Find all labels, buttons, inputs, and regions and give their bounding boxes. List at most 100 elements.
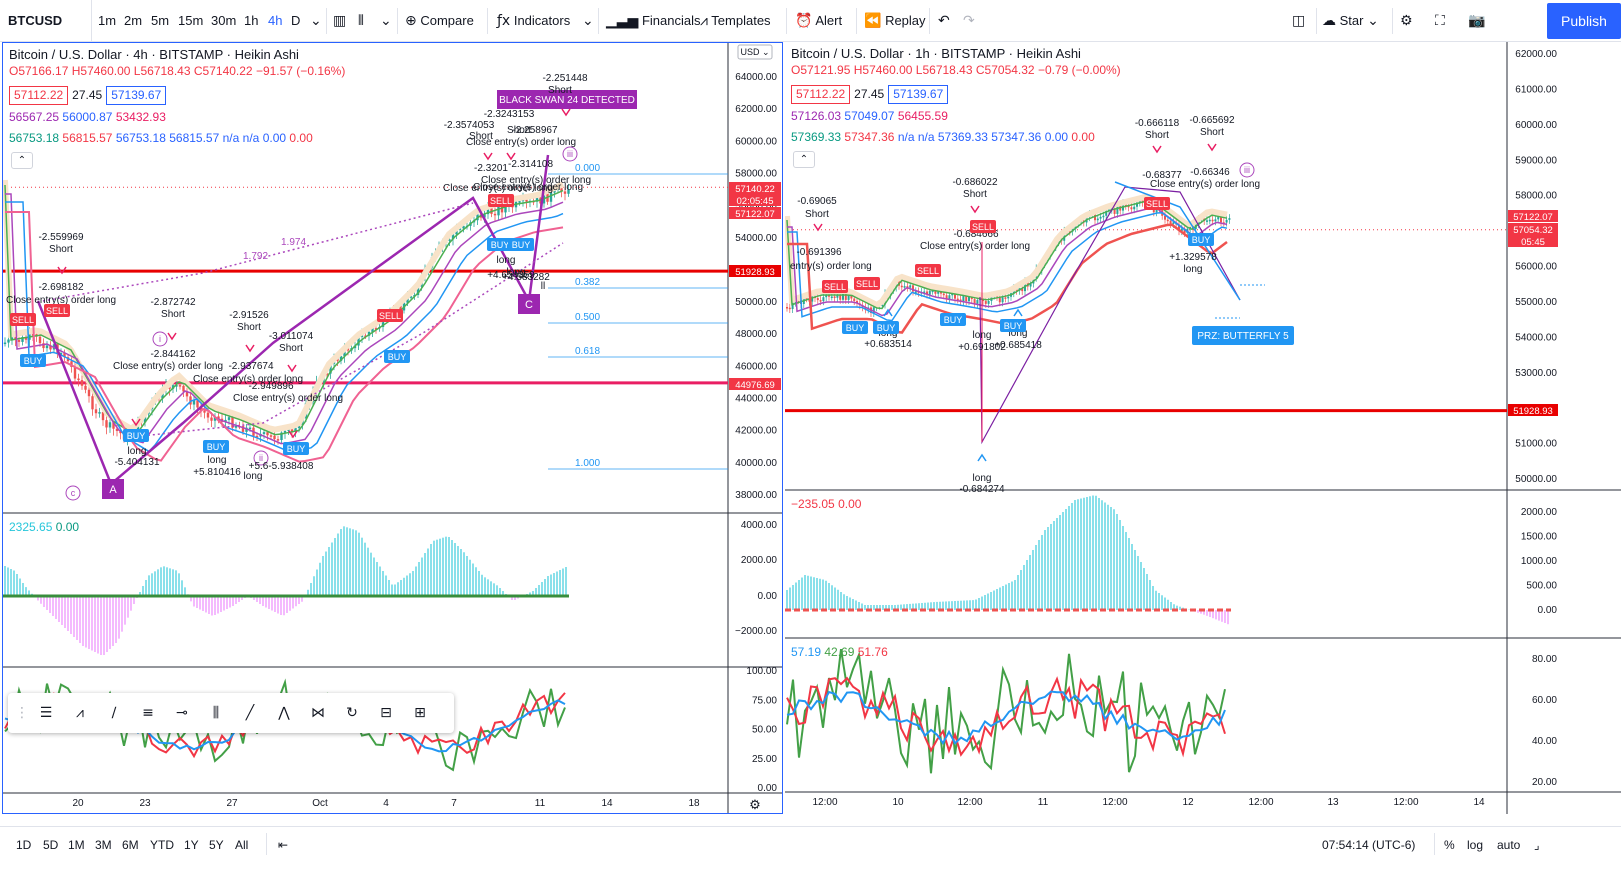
range-5d[interactable]: 5D: [43, 838, 59, 852]
layout-icon[interactable]: ◫: [1292, 13, 1306, 29]
symbol-search[interactable]: BTCUSD: [0, 0, 92, 42]
candle-body: [900, 285, 903, 288]
auto-scale-toggle[interactable]: auto: [1497, 838, 1521, 852]
measure-icon[interactable]: ⊞: [414, 705, 426, 721]
interval-30m[interactable]: 30m: [211, 13, 237, 28]
interval-4h[interactable]: 4h: [268, 13, 283, 28]
scale-corner-icon[interactable]: ⌟: [1534, 838, 1540, 852]
strategy-annotation: -0.684274: [959, 484, 1004, 495]
candle-body: [1206, 220, 1208, 222]
brush-icon[interactable]: ∕: [111, 705, 117, 721]
left-bid-box[interactable]: 57112.22: [9, 86, 69, 105]
right-ask-box[interactable]: 57139.67: [888, 85, 949, 104]
replay-button[interactable]: ⏪ Replay: [864, 13, 926, 29]
candle-body: [948, 295, 951, 300]
drag-handle-icon[interactable]: ⋮: [15, 705, 29, 721]
signal-label: SELL: [490, 196, 512, 206]
interval-15m[interactable]: 15m: [178, 13, 204, 28]
line-icon[interactable]: ╱: [245, 705, 255, 721]
candle-body: [1113, 208, 1116, 214]
signal-box: [44, 304, 70, 317]
candle-body: [945, 295, 948, 300]
left-ind2-v7: 0.00: [262, 131, 287, 145]
settings-gear-icon[interactable]: ⚙: [1400, 13, 1413, 29]
range-ytd[interactable]: YTD: [150, 838, 174, 852]
left-close: C57140.22: [193, 64, 253, 78]
financials-button[interactable]: ▁▃▅ Financials: [606, 13, 701, 29]
cycle-icon[interactable]: ↻: [346, 705, 358, 721]
price-axis-label: 50000.00: [735, 297, 777, 308]
bar-style-icon[interactable]: ▥: [333, 13, 347, 29]
range-5y[interactable]: 5Y: [209, 838, 224, 852]
strategy-annotation: +5.6-5.938408: [249, 461, 314, 472]
log-scale-toggle[interactable]: log: [1467, 838, 1484, 852]
signal-box: [283, 442, 309, 455]
xabcd-pattern-icon[interactable]: ⋈: [311, 705, 325, 721]
left-legend-collapse-button[interactable]: ⌃: [11, 152, 33, 169]
clock-readout[interactable]: 07:54:14 (UTC-6): [1322, 838, 1416, 852]
templates-button[interactable]: ⩘ Templates: [700, 13, 771, 29]
strategy-annotation: entry(s) order long: [790, 261, 872, 272]
range-all[interactable]: All: [235, 838, 249, 852]
range-6m[interactable]: 6M: [122, 838, 139, 852]
left-chart-canvas[interactable]: 64000.00 62000.00 60000.00 58000.00 56000.00…: [3, 43, 782, 813]
strategy-annotation: -2.949896: [248, 381, 293, 392]
right-chart-pane[interactable]: 62000.00 61000.00 60000.00 59000.00 58000.00…: [785, 42, 1621, 814]
goto-date-icon[interactable]: ⇤: [278, 838, 289, 852]
compare-button[interactable]: ⊕ Compare: [405, 13, 474, 29]
ruler-icon[interactable]: ⫼: [212, 705, 220, 721]
left-ind2-v3: 56753.18: [115, 131, 166, 145]
pitchfork-icon[interactable]: ⩘: [76, 705, 84, 721]
strategy-annotation: Short: [963, 189, 987, 200]
percent-scale-toggle[interactable]: %: [1444, 838, 1455, 852]
range-1d[interactable]: 1D: [16, 838, 32, 852]
interval-1h[interactable]: 1h: [244, 13, 259, 28]
fib-level-label: 0.382: [575, 277, 600, 288]
range-1y[interactable]: 1Y: [184, 838, 199, 852]
interval-2m[interactable]: 2m: [124, 13, 143, 28]
price-axis-label: 62000.00: [735, 104, 777, 115]
oscillator-histogram: [786, 495, 1229, 625]
strategy-annotation: -2.559969: [38, 232, 83, 243]
fib-icon[interactable]: ≡: [142, 705, 154, 721]
candle-style-icon[interactable]: ⫴: [358, 13, 364, 29]
chart-type-dropdown-icon[interactable]: ⌄: [380, 13, 392, 29]
candle-body: [1180, 228, 1183, 232]
time-axis-label: 20: [72, 798, 84, 809]
currency-box: [737, 44, 773, 60]
range-1m[interactable]: 1M: [68, 838, 85, 852]
interval-D[interactable]: D: [291, 13, 301, 28]
left-chart-pane[interactable]: 64000.00 62000.00 60000.00 58000.00 56000.00…: [2, 42, 783, 814]
undo-icon[interactable]: ↶: [938, 13, 950, 29]
signal-label: BUY: [388, 352, 407, 362]
strategy-annotation: -2.872742: [150, 297, 195, 308]
interval-5m[interactable]: 5m: [151, 13, 170, 28]
bottom-toolbar: 1D 5D 1M 3M 6M YTD 1Y 5Y All ⇤ 07:54:14 (UTC-6) …: [0, 826, 1621, 880]
indicators-dropdown-icon[interactable]: ⌄: [582, 13, 594, 29]
strategy-annotation: -0.691396: [796, 247, 841, 258]
redo-icon[interactable]: ↷: [963, 13, 975, 29]
indicators-button[interactable]: ƒx Indicators: [497, 13, 571, 29]
price-axis-label: 60000.00: [735, 136, 777, 147]
right-bid-box[interactable]: 57112.22: [791, 85, 851, 104]
star-button[interactable]: ☁ Star ⌄: [1322, 13, 1379, 29]
interval-1m[interactable]: 1m: [98, 13, 117, 28]
fullscreen-icon[interactable]: ⛶: [1435, 13, 1445, 29]
horizontal-line-icon[interactable]: ⊸: [176, 705, 188, 721]
left-ask-box[interactable]: 57139.67: [106, 86, 167, 105]
short-arrow-icon: [813, 223, 823, 232]
right-chart-canvas[interactable]: 62000.00 61000.00 60000.00 59000.00 58000.00…: [785, 42, 1621, 814]
interval-dropdown-icon[interactable]: ⌄: [310, 13, 322, 29]
path-icon[interactable]: ⋀: [278, 705, 290, 721]
channel-icon[interactable]: ⊟: [380, 705, 392, 721]
candle-body: [839, 294, 842, 300]
trend-line-icon[interactable]: ☰: [39, 705, 53, 721]
templates-icon: ⩘: [700, 13, 708, 29]
price-axis-label: 44000.00: [735, 394, 777, 405]
alert-button[interactable]: ⏰ Alert: [795, 13, 843, 29]
range-3m[interactable]: 3M: [95, 838, 112, 852]
publish-button[interactable]: Publish: [1547, 3, 1621, 39]
right-legend-collapse-button[interactable]: ⌃: [793, 151, 815, 168]
camera-icon[interactable]: 📷: [1468, 13, 1486, 29]
candle-body: [976, 300, 979, 304]
